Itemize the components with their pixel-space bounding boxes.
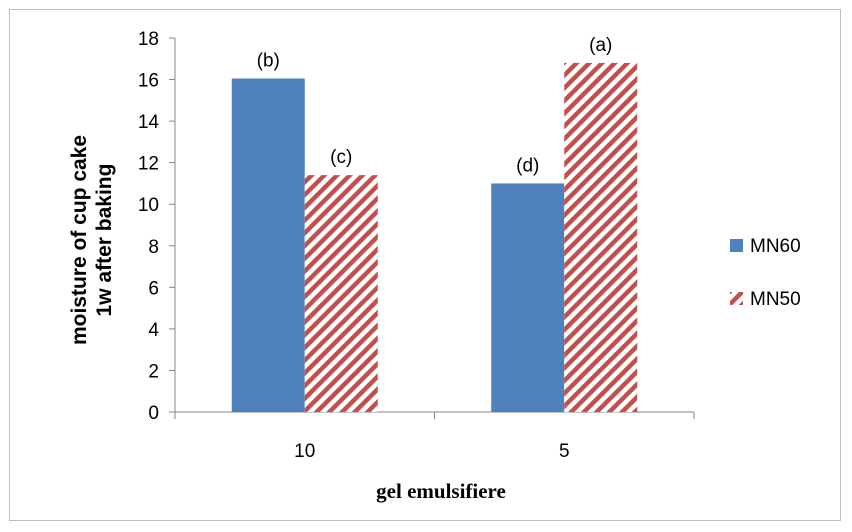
y-tick-label: 8 [148, 237, 159, 258]
bar-mn50-5[interactable] [564, 62, 638, 412]
bar-data-label: (b) [257, 51, 280, 72]
x-axis-title: gel emulsifiere [376, 479, 506, 503]
y-tick-label: 10 [138, 195, 159, 216]
bar-labels: (b) (c) (d) (a) [257, 35, 613, 177]
y-tick-label: 18 [138, 29, 159, 50]
y-axis-title-line: moisture of cup cake [68, 135, 91, 345]
bar-mn60-5[interactable] [491, 183, 565, 412]
x-axis: 10 5 [174, 411, 695, 462]
chart-frame [9, 9, 841, 521]
y-tick-label: 0 [148, 403, 159, 424]
bar-data-label: (d) [516, 155, 539, 176]
bar-mn50-10[interactable] [304, 175, 378, 412]
legend-swatch-mn50 [730, 292, 743, 305]
y-tick-label: 6 [148, 278, 159, 299]
bars [231, 62, 638, 413]
y-tick-label: 4 [148, 320, 159, 341]
legend-swatch-mn60 [730, 239, 743, 252]
y-axis-title-line: 1w after baking [93, 164, 116, 317]
y-tick-label: 14 [138, 112, 160, 133]
x-tick-label: 10 [294, 441, 315, 462]
y-axis-title: moisture of cup cake1w after baking [68, 135, 116, 345]
legend-label-mn50: MN50 [750, 289, 801, 310]
bar-mn60-10[interactable] [231, 78, 305, 413]
y-tick-label: 2 [148, 361, 159, 382]
y-tick-label: 16 [138, 71, 159, 92]
legend[interactable]: MN60 MN50 [730, 236, 801, 310]
bar-data-label: (a) [589, 35, 612, 56]
y-axis: 0 2 4 6 8 10 12 14 16 18 [138, 29, 176, 424]
bar-data-label: (c) [330, 147, 352, 168]
y-tick-label: 12 [138, 154, 159, 175]
x-tick-label: 5 [559, 441, 570, 462]
legend-label-mn60: MN60 [750, 236, 801, 257]
